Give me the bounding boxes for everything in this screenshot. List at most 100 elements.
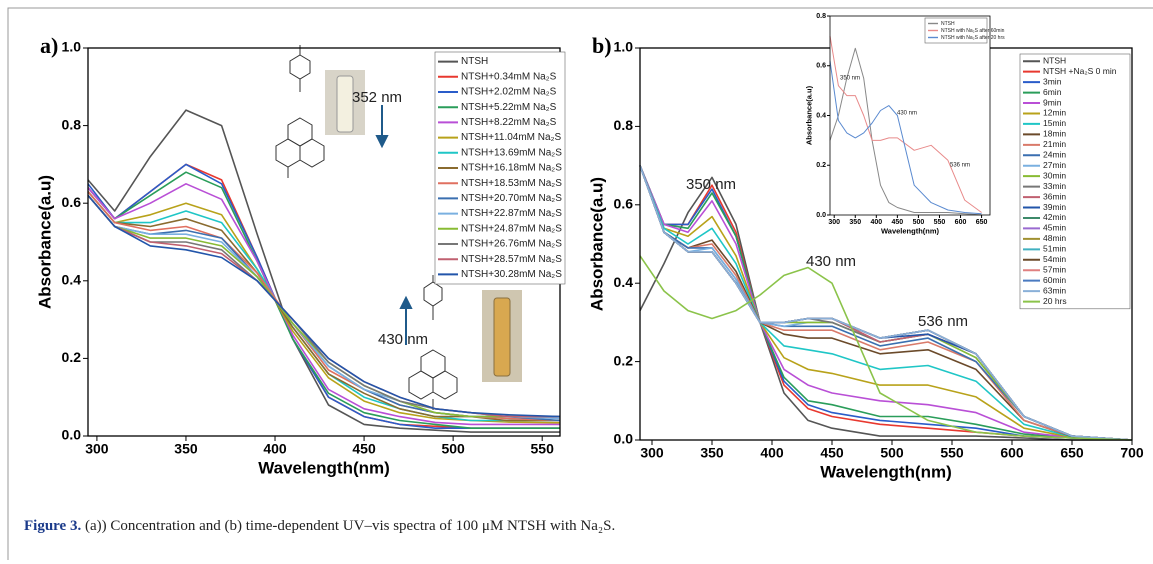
series-line	[829, 60, 982, 215]
legend-label: 18min	[1043, 129, 1066, 139]
y-axis-label: Absorbance(a.u)	[804, 85, 813, 145]
legend-label: 39min	[1043, 202, 1066, 212]
x-tick-label: 450	[820, 445, 844, 461]
y-tick-label: 0.4	[614, 274, 634, 290]
y-tick-label: 0.4	[816, 112, 826, 119]
vial	[493, 297, 511, 377]
panel-label: b)	[592, 33, 612, 58]
series-line	[829, 47, 982, 216]
legend-label: NTSH+28.57mM Na₂S	[461, 254, 562, 265]
legend-label: 30min	[1043, 170, 1066, 180]
y-tick-label: 1.0	[62, 39, 82, 55]
annotation: 536 nm	[950, 163, 970, 169]
series-line	[87, 183, 560, 426]
x-tick-label: 700	[1120, 445, 1144, 461]
series-line	[639, 255, 1133, 441]
series-line	[639, 165, 1133, 441]
x-tick-label: 550	[934, 219, 946, 226]
y-tick-label: 0.2	[614, 352, 634, 368]
legend-label: NTSH+30.28mM Na₂S	[461, 269, 562, 280]
x-tick-label: 450	[352, 441, 376, 457]
y-tick-label: 0.8	[62, 116, 82, 132]
x-tick-label: 400	[263, 441, 287, 457]
legend-label: 45min	[1043, 223, 1066, 233]
annotation: 350 nm	[840, 76, 860, 82]
inset-background	[830, 16, 990, 215]
x-tick-label: 400	[870, 219, 882, 226]
x-tick-label: 450	[892, 219, 904, 226]
x-tick-label: 300	[828, 219, 840, 226]
series-line	[87, 171, 560, 429]
legend-label: 51min	[1043, 244, 1066, 254]
frame	[7, 7, 1153, 560]
x-tick-label: 300	[85, 441, 109, 457]
annotation: 536 nm	[918, 313, 968, 330]
legend-label: NTSH	[461, 56, 488, 67]
legend-label: NTSH +Na₂S 0 min	[1043, 66, 1117, 76]
chart: 300 350 400 450 500 550 0.0 0.2 0.4 0.6 0.8 1.0 Wave…	[35, 33, 566, 477]
y-tick-label: 1.0	[614, 39, 634, 55]
legend-label: NTSH+24.87mM Na₂S	[461, 223, 562, 234]
legend-label: NTSH+8.22mM Na₂S	[461, 117, 557, 128]
molecule-sketch	[275, 45, 458, 410]
x-tick-label: 350	[174, 441, 198, 457]
series-line	[87, 109, 560, 433]
x-tick-label: 550	[940, 445, 964, 461]
y-tick-label: 0.6	[816, 63, 826, 70]
series-line	[639, 165, 1133, 441]
annotation: 350 nm	[686, 176, 736, 193]
legend-label: 24min	[1043, 150, 1066, 160]
chart: 300 350 400 450 500 550 600 650 700 0.0 0.2 0.4 0.6 0…	[587, 33, 1144, 481]
annotation: 430 nm	[806, 253, 856, 270]
legend-label: NTSH with Na₂S after 60min	[941, 28, 1005, 34]
legend-label: NTSH+0.34mM Na₂S	[461, 71, 557, 82]
arrow	[375, 105, 413, 345]
series-line	[87, 194, 561, 418]
panel-label: a)	[40, 33, 58, 58]
annotation: 430 nm	[378, 331, 428, 348]
legend-label: 15min	[1043, 118, 1066, 128]
x-tick-label: 650	[976, 219, 988, 226]
legend-label: 20 hrs	[1043, 296, 1067, 306]
y-axis-label: Absorbance(a.u)	[587, 177, 606, 311]
legend-label: 63min	[1043, 285, 1066, 295]
annotation: 352 nm	[352, 89, 402, 106]
y-tick-label: 0.0	[816, 212, 826, 219]
y-tick-label: 0.6	[62, 194, 82, 210]
legend-label: 42min	[1043, 212, 1066, 222]
series-line	[639, 165, 1133, 441]
chart: 300 350 400 450 500 550 600 650 0.0 0.2 0.4 0.6 0.8 W…	[804, 13, 1005, 236]
legend-label: 48min	[1043, 233, 1066, 243]
legend-label: NTSH+2.02mM Na₂S	[461, 87, 557, 98]
legend-label: NTSH	[941, 21, 955, 27]
legend-label: 9min	[1043, 97, 1062, 107]
y-axis-label: Absorbance(a.u)	[35, 175, 54, 309]
legend-label: 3min	[1043, 76, 1062, 86]
legend-label: NTSH+18.53mM Na₂S	[461, 178, 562, 189]
y-tick-label: 0.4	[62, 272, 82, 288]
legend-label: NTSH+26.76mM Na₂S	[461, 239, 562, 250]
y-tick-label: 0.0	[614, 431, 634, 447]
series-line	[639, 165, 1133, 441]
y-tick-label: 0.2	[816, 162, 826, 169]
legend-label: 54min	[1043, 254, 1066, 264]
legend-label: 33min	[1043, 181, 1066, 191]
x-tick-label: 350	[849, 219, 861, 226]
caption: Figure 3. (a)) Concentration and (b) tim…	[24, 518, 615, 535]
legend-label: 21min	[1043, 139, 1066, 149]
legend-label: NTSH+13.69mM Na₂S	[461, 147, 562, 158]
x-tick-label: 600	[1000, 445, 1024, 461]
y-tick-label: 0.8	[816, 13, 826, 20]
caption-text: (a)) Concentration and (b) time-dependen…	[84, 518, 616, 534]
x-tick-label: 650	[1060, 445, 1084, 461]
legend-label: NTSH+16.18mM Na₂S	[461, 163, 562, 174]
legend-label: 36min	[1043, 191, 1066, 201]
caption-label: Figure 3.	[24, 518, 82, 534]
x-tick-label: 550	[531, 441, 555, 457]
series-line	[639, 165, 1133, 441]
annotation: 430 nm	[897, 111, 917, 117]
x-tick-label: 500	[880, 445, 904, 461]
x-tick-label: 600	[955, 219, 967, 226]
series-line	[87, 194, 560, 418]
